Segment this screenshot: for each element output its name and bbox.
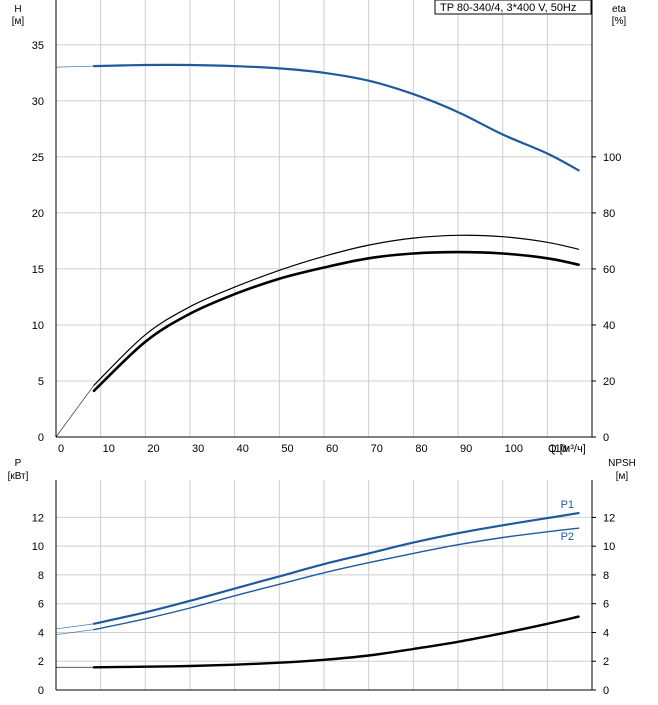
y-right-tick-label: 10 [603,541,615,553]
y-left-tick-label: 6 [38,599,44,611]
y-left-axis-title: H [14,4,21,15]
grid-layer [56,0,592,690]
y-right-axis-unit: [м] [616,471,629,482]
x-tick-label: 30 [192,443,204,455]
y-left-tick-label: 10 [32,541,44,553]
y-right-axis-title: NPSH [608,458,636,469]
y-right-tick-label: 20 [603,376,615,388]
y-right-tick-label: 80 [603,208,615,220]
y-left-tick-label: 0 [38,685,44,697]
y-right-tick-label: 0 [603,432,609,444]
y-left-axis-unit: [м] [12,16,25,27]
y-left-tick-label: 15 [32,264,44,276]
x-axis-label: Q [м³/ч] [548,443,586,455]
y-left-tick-label: 35 [32,40,44,52]
series-line-p1 [92,512,580,625]
y-left-tick-label: 25 [32,152,44,164]
y-right-axis-title: eta [612,4,626,15]
y-right-tick-label: 4 [603,627,609,639]
y-left-tick-label: 8 [38,570,44,582]
y-right-axis-unit: [%] [612,16,627,27]
y-left-tick-label: 20 [32,208,44,220]
series-layer [55,63,580,669]
x-tick-label: 70 [371,443,383,455]
x-tick-label: 50 [281,443,293,455]
series-line-eta_thin-extension [55,384,95,438]
series-line-head-extension [55,65,95,68]
y-left-tick-label: 30 [32,96,44,108]
y-right-tick-label: 0 [603,685,609,697]
x-tick-label: 60 [326,443,338,455]
y-left-tick-label: 10 [32,320,44,332]
series-line-eta_thick [92,250,580,393]
series-line-npsh [92,615,580,669]
y-left-tick-label: 0 [38,432,44,444]
x-tick-label: 10 [103,443,115,455]
series-line-head [92,63,580,172]
y-right-tick-label: 2 [603,656,609,668]
x-tick-label: 80 [415,443,427,455]
series-line-p1-extension [55,623,95,630]
x-tick-label: 110 [549,443,567,455]
y-left-tick-label: 4 [38,627,44,639]
y-left-axis-title: P [15,458,22,469]
series-label-p2: P2 [561,531,574,543]
y-right-tick-label: 100 [603,152,621,164]
y-right-tick-label: 40 [603,320,615,332]
y-right-tick-label: 8 [603,570,609,582]
y-right-tick-label: 12 [603,512,615,524]
y-left-tick-label: 2 [38,656,44,668]
y-left-tick-label: 12 [32,512,44,524]
y-left-tick-label: 5 [38,376,44,388]
x-tick-label: 0 [58,443,64,455]
y-right-tick-label: 6 [603,599,609,611]
x-tick-label: 100 [505,443,523,455]
series-line-eta_thin [93,234,580,386]
chart-title: TP 80-340/4, 3*400 V, 50Hz [440,2,576,14]
series-label-p1: P1 [561,499,574,511]
label-layer: TP 80-340/4, 3*400 V, 50Hz H[м]eta[%]P[к… [8,0,636,543]
series-line-p2 [93,527,580,631]
y-right-tick-label: 60 [603,264,615,276]
x-tick-label: 90 [460,443,472,455]
title-box [434,0,592,15]
x-tick-label: 40 [237,443,249,455]
x-tick-label: 20 [147,443,159,455]
series-line-p2-extension [55,629,95,635]
y-left-axis-unit: [кВт] [8,471,29,482]
